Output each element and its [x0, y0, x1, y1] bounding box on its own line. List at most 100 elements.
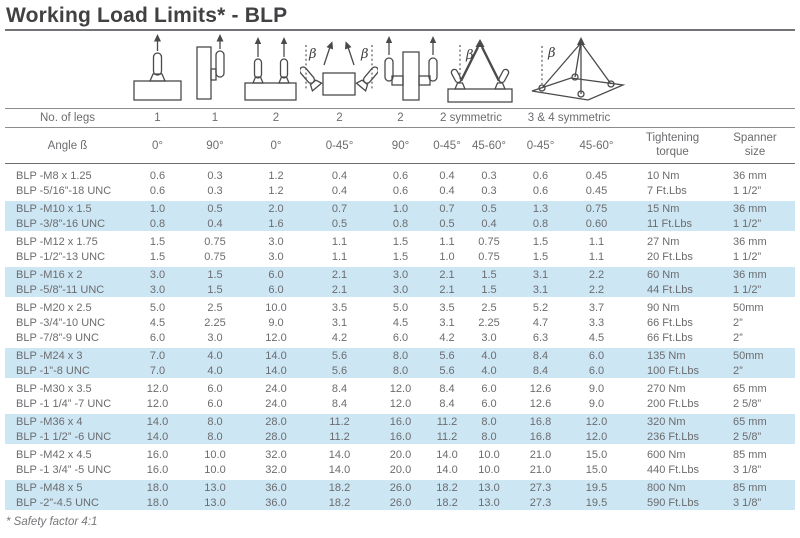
wll-table: No. of legs 1 1 2 2 2 2 symmetric 3 & 4 … [5, 108, 795, 510]
angle-value: 45-60° [579, 139, 614, 152]
table-row: BLP -1 1/4” -7 UNC 12.0 6.0 24.0 8.4 12.0 8.4 6… [5, 396, 795, 411]
wll-value: 0.4 [331, 169, 348, 182]
wll-value: 6.0 [392, 331, 409, 344]
row-group: BLP -M8 x 1.25 0.6 0.3 1.2 0.4 0.6 0.4 0.3 0.6 0.… [5, 168, 795, 198]
table-row: BLP -2”-4.5 UNC 18.0 13.0 36.0 18.2 26.0 18.2 1… [5, 495, 795, 510]
legs-header-row: No. of legs 1 1 2 2 2 2 symmetric 3 & 4 … [5, 108, 795, 128]
spanner-value: 3 1/8” [733, 496, 762, 509]
row-group: BLP -M30 x 3.5 12.0 6.0 24.0 8.4 12.0 8.4 6.0 12… [5, 381, 795, 411]
spanner-value: 2 5/8” [733, 397, 762, 410]
wll-value: 12.6 [529, 382, 552, 395]
one-leg-vertical-icon [133, 34, 182, 101]
wll-value: 2.1 [331, 283, 348, 296]
beta-label: β [547, 46, 556, 61]
wll-value: 26.0 [389, 496, 412, 509]
wll-value: 0.3 [207, 184, 223, 197]
torque-value: 590 Ft.Lbs [647, 496, 699, 509]
wll-value: 0.6 [392, 169, 409, 182]
wll-value: 36.0 [265, 481, 287, 494]
wll-value: 20.0 [389, 463, 412, 476]
row-label: BLP -1 1/2” -6 UNC [16, 430, 112, 443]
wll-value: 1.5 [207, 283, 223, 296]
spanner-value: 1 1/2” [733, 250, 762, 263]
wll-value: 0.6 [532, 184, 549, 197]
legs-value: 1 [211, 112, 219, 124]
wll-value: 19.5 [585, 496, 608, 509]
wll-value: 0.45 [585, 169, 608, 182]
wll-value: 1.2 [268, 184, 284, 197]
spanner-value: 85 mm [733, 481, 767, 494]
wll-value: 20.0 [389, 448, 412, 461]
wll-value: 32.0 [265, 463, 287, 476]
table-row: BLP -1 3/4” -5 UNC 16.0 10.0 32.0 14.0 20.0 14… [5, 462, 795, 477]
spanner-value: 65 mm [733, 382, 767, 395]
wll-value: 3.1 [532, 283, 549, 296]
wll-value: 18.2 [436, 481, 458, 494]
wll-value: 0.5 [207, 202, 223, 215]
wll-value: 0.4 [439, 184, 455, 197]
wll-value: 13.0 [204, 496, 226, 509]
legs-row-label: No. of legs [40, 112, 95, 124]
wll-value: 0.75 [478, 250, 500, 263]
wll-value: 5.6 [331, 364, 348, 377]
wll-value: 0.4 [481, 217, 497, 230]
wll-value: 24.0 [265, 382, 287, 395]
wll-value: 14.0 [328, 448, 351, 461]
wll-value: 12.0 [146, 382, 169, 395]
wll-value: 16.8 [529, 430, 552, 443]
wll-value: 3.0 [207, 331, 223, 344]
wll-value: 1.1 [588, 250, 605, 263]
wll-value: 4.5 [149, 316, 166, 329]
wll-value: 7.0 [149, 364, 166, 377]
wll-value: 1.5 [481, 268, 497, 281]
wll-value: 0.5 [331, 217, 348, 230]
table-row: BLP -5/8”-11 UNC 3.0 1.5 6.0 2.1 3.0 2.1 1.5 3.1… [5, 282, 795, 297]
wll-value: 18.0 [146, 481, 169, 494]
table-row: BLP -7/8”-9 UNC 6.0 3.0 12.0 4.2 6.0 4.2 3.0 6.3… [5, 330, 795, 345]
angle-value: 45-60° [471, 139, 506, 152]
angle-value: 90° [206, 139, 224, 152]
row-group: BLP -M42 x 4.5 16.0 10.0 32.0 14.0 20.0 14.0 10… [5, 447, 795, 477]
wll-value: 5.6 [331, 349, 348, 362]
spanner-value: 36 mm [733, 169, 767, 182]
two-legs-0-45deg-icon: β β [300, 41, 378, 96]
wll-value: 14.0 [436, 463, 458, 476]
angle-value: 90° [391, 139, 410, 152]
wll-value: 2.25 [204, 316, 226, 329]
wll-value: 6.0 [588, 364, 605, 377]
wll-value: 15.0 [585, 463, 608, 476]
spanner-value: 2” [733, 316, 743, 329]
wll-value: 12.0 [585, 430, 608, 443]
wll-value: 28.0 [265, 430, 287, 443]
wll-value: 2.0 [268, 202, 284, 215]
wll-value: 8.4 [532, 364, 549, 377]
wll-value: 2.1 [439, 268, 455, 281]
wll-value: 8.0 [481, 415, 497, 428]
wll-value: 6.0 [207, 397, 223, 410]
wll-value: 5.0 [149, 301, 166, 314]
wll-value: 3.7 [588, 301, 605, 314]
wll-value: 6.0 [268, 283, 284, 296]
row-label: BLP -5/8”-11 UNC [16, 283, 105, 296]
wll-value: 3.0 [268, 235, 284, 248]
row-label: BLP -M36 x 4 [16, 415, 83, 428]
wll-value: 6.0 [481, 382, 497, 395]
row-label: BLP -M48 x 5 [16, 481, 83, 494]
spanner-value: 2” [733, 364, 743, 377]
wll-value: 8.4 [532, 349, 549, 362]
wll-value: 8.0 [207, 430, 223, 443]
wll-value: 3.1 [439, 316, 455, 329]
wll-value: 1.0 [149, 202, 166, 215]
wll-value: 15.0 [585, 448, 608, 461]
beta-label: β [308, 47, 317, 62]
row-label: BLP -M20 x 2.5 [16, 301, 92, 314]
wll-value: 2.1 [439, 283, 455, 296]
wll-value: 3.0 [481, 331, 497, 344]
table-row: BLP -M10 x 1.5 1.0 0.5 2.0 0.7 1.0 0.7 0.5 1.3 0.… [5, 201, 795, 216]
two-legs-symmetric-icon: β [447, 39, 513, 103]
wll-value: 6.0 [207, 382, 223, 395]
table-row: BLP -1 1/2” -6 UNC 14.0 8.0 28.0 11.2 16.0 11.… [5, 429, 795, 444]
torque-value: 11 Ft.Lbs [647, 217, 693, 230]
row-label: BLP -M24 x 3 [16, 349, 83, 362]
table-row: BLP -M48 x 5 18.0 13.0 36.0 18.2 26.0 18.2 13.0… [5, 480, 795, 495]
